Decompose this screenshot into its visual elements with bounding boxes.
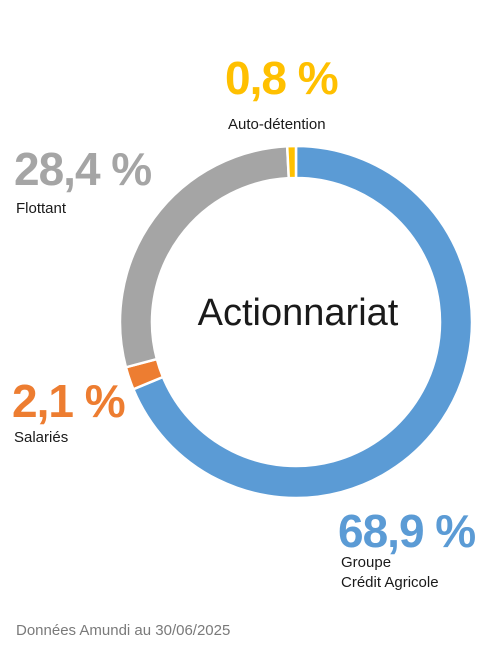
value-label-flottant: 28,4 %	[14, 143, 152, 195]
value-label-auto-detention: 0,8 %	[225, 52, 339, 104]
chart-title: Actionnariat	[197, 292, 399, 334]
value-label-salaries: 2,1 %	[12, 375, 126, 427]
value-label-groupe-credit-agricole: 68,9 %	[338, 505, 476, 557]
donut-slice-3	[285, 144, 298, 180]
slice-label-groupe-line1: Groupe	[341, 554, 392, 571]
slice-label-flottant: Flottant	[16, 200, 67, 217]
slice-label-salaries: Salariés	[14, 429, 69, 446]
slice-label-groupe-line2: Crédit Agricole	[341, 574, 439, 591]
source-note: Données Amundi au 30/06/2025	[16, 622, 231, 639]
slice-label-auto-detention: Auto-détention	[228, 116, 326, 133]
donut-slice-0	[131, 144, 474, 500]
